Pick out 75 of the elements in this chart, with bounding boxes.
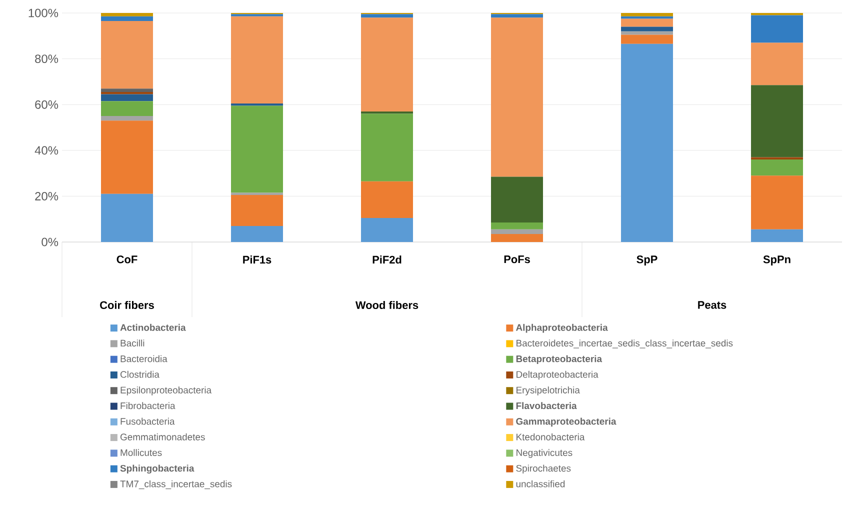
bar	[101, 194, 153, 242]
legend-label: Spirochaetes	[516, 464, 571, 474]
text: Wood fibers	[355, 300, 418, 310]
legend-label: Clostridia	[120, 370, 160, 378]
bar	[101, 101, 153, 116]
legend-label: Bacilli	[120, 340, 144, 347]
y-tick-label: 80%	[35, 54, 58, 64]
legend-label: Gammaproteobacteria	[516, 418, 616, 427]
bar	[751, 15, 804, 43]
bar	[621, 26, 674, 32]
bar	[751, 85, 804, 158]
legend-label: Actinobacteria	[120, 324, 186, 331]
y-tick-label: 40%	[34, 146, 58, 155]
bar	[231, 226, 284, 242]
bar	[751, 160, 804, 176]
bar	[101, 116, 153, 121]
x-tick-label: SpPn	[763, 256, 790, 266]
legend-label: Bacteroidetes_incertae_sedis_class_incertae_sedis	[516, 340, 733, 348]
bar	[621, 31, 674, 35]
bar	[231, 106, 284, 193]
x-tick-label: SpP	[636, 256, 658, 266]
bar	[751, 12, 804, 16]
bar	[751, 229, 804, 242]
bar	[621, 12, 674, 16]
legend-label: Gemmatimonadetes	[120, 433, 205, 440]
legend-label: TM7_class_incertae_sedis	[120, 480, 232, 490]
y-tick-label: 0%	[42, 238, 58, 246]
legend-label: Betaproteobacteria	[516, 355, 602, 364]
bar	[491, 222, 544, 230]
y-tick-label: 100%	[28, 8, 58, 18]
legend-label: Mollicutes	[120, 449, 162, 456]
bar	[491, 18, 544, 177]
x-tick-label: CoF	[116, 256, 138, 264]
text: Coir fibers	[100, 300, 154, 310]
bar	[101, 12, 153, 16]
legend-label: Negativicutes	[516, 449, 572, 458]
bar	[361, 111, 414, 114]
bar	[361, 14, 414, 18]
x-tick-label: PoFs	[504, 256, 530, 264]
legend-label: Epsilonproteobacteria	[120, 386, 212, 396]
bar	[101, 16, 153, 22]
bar	[491, 229, 544, 234]
legend-label: Fusobacteria	[120, 418, 175, 425]
bar	[101, 88, 153, 92]
bar	[491, 14, 544, 18]
bar	[231, 16, 284, 104]
legend-label: Alphaproteobacteria	[516, 324, 608, 333]
bar	[361, 114, 414, 182]
bar	[491, 176, 544, 223]
legend-label: Erysipelotrichia	[516, 386, 580, 396]
legend-label: Deltaproteobacteria	[516, 370, 598, 380]
text: Peats	[698, 301, 726, 309]
bar	[101, 120, 153, 194]
bar	[751, 176, 804, 230]
bar	[621, 44, 674, 242]
legend-label: unclassified	[516, 480, 565, 488]
x-tick-label: PiF1s	[243, 256, 272, 264]
y-tick-label: 60%	[35, 100, 58, 109]
legend-label: Flavobacteria	[516, 402, 577, 410]
y-tick-label: 20%	[35, 192, 58, 200]
bar	[101, 21, 153, 89]
legend-label: Fibrobacteria	[120, 402, 176, 410]
legend-label: Bacteroidia	[120, 355, 168, 362]
legend-label: Ktedonobacteria	[516, 433, 585, 440]
bar	[231, 195, 284, 226]
x-tick-label: PiF2d	[372, 256, 402, 264]
bar	[361, 218, 414, 242]
bar	[621, 34, 674, 44]
bar	[361, 181, 414, 218]
bar	[361, 18, 414, 112]
bar	[751, 42, 804, 86]
bar	[621, 18, 674, 27]
bar	[491, 234, 544, 242]
bar	[101, 94, 153, 102]
legend-label: Sphingobacteria	[120, 464, 194, 474]
